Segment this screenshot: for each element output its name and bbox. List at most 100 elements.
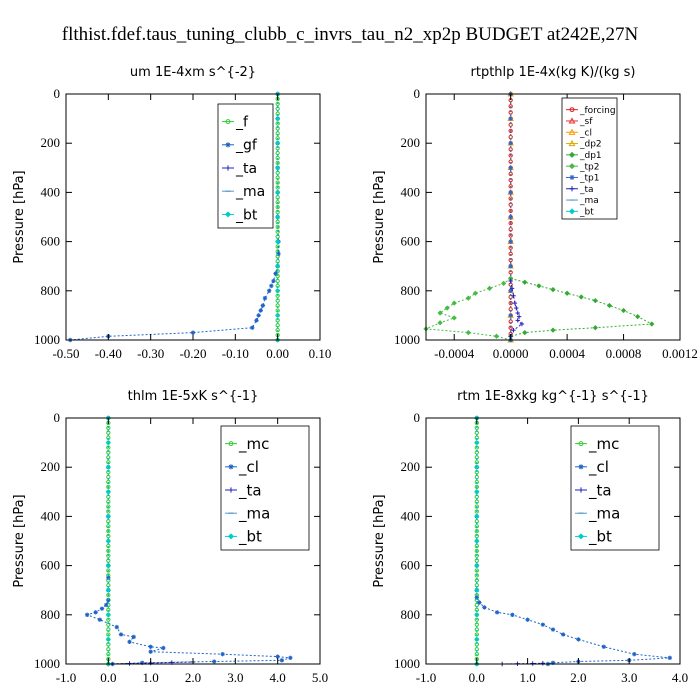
y-tick-label: 1000	[34, 332, 60, 347]
y-tick-label: 0	[414, 86, 421, 101]
data-point	[161, 645, 166, 651]
legend-label: _ma	[579, 196, 599, 206]
x-tick-label: 0.0004	[549, 346, 585, 361]
legend-swatch-marker	[569, 174, 575, 181]
data-point	[271, 278, 276, 284]
legend-label: _mc	[238, 435, 269, 454]
legend-swatch-marker	[568, 208, 576, 215]
panel-thlm: thlm 1E-5xK s^{-1} Pressure [hPa] -1.0 0.0 1…	[12, 389, 328, 685]
x-tick-label: 3.0	[227, 670, 243, 685]
data-point	[106, 632, 111, 637]
legend-label: _ta	[235, 161, 257, 177]
data-point	[515, 310, 520, 316]
y-tick-label: 800	[41, 283, 61, 298]
data-point	[106, 568, 111, 573]
legend-label: _cl	[579, 128, 592, 138]
data-point	[509, 286, 515, 291]
legend-label: _sf	[579, 117, 593, 127]
legend-item: _mc	[225, 435, 269, 454]
data-point	[482, 605, 487, 610]
legend-item: _bt	[222, 207, 258, 223]
data-point	[276, 251, 281, 257]
x-tick-label: 1.0	[143, 670, 159, 685]
legend-item: _forcing	[566, 106, 616, 116]
data-point	[508, 239, 513, 244]
legend-item: _cl	[225, 458, 259, 477]
legend-label: _gf	[235, 138, 258, 154]
plot-frame	[425, 93, 681, 341]
legend-label: _bt	[588, 528, 612, 547]
data-point	[601, 644, 606, 649]
data-point	[515, 318, 520, 323]
data-point	[106, 597, 111, 603]
data-point	[635, 314, 641, 320]
legend-box	[220, 425, 310, 551]
x-tick-label: 0.0	[100, 670, 116, 685]
data-point	[220, 651, 225, 657]
legend-swatch-marker	[228, 464, 234, 470]
legend-swatch-marker	[227, 533, 235, 540]
data-point	[474, 538, 480, 544]
data-point	[514, 305, 519, 311]
data-point	[508, 233, 513, 238]
legend-item: _bt	[225, 528, 262, 547]
data-point	[256, 313, 261, 318]
data-point	[275, 654, 280, 659]
panel-rtm: rtm 1E-8xkg kg^{-1} s^{-1} Pressure [hPa]…	[372, 389, 688, 685]
data-point	[250, 325, 255, 330]
data-point	[474, 529, 479, 534]
panel-rtpthlp: rtpthlp 1E-4x(kg K)/(kg s) Pressure [hPa]…	[372, 65, 698, 361]
data-point	[550, 660, 556, 665]
y-tick-label: 0	[54, 410, 61, 425]
data-point	[106, 548, 111, 553]
data-point	[148, 644, 153, 649]
legend-item: _gf	[222, 138, 258, 154]
legend-swatch-marker	[228, 487, 234, 493]
legend-swatch-marker	[578, 487, 584, 493]
data-point	[275, 185, 280, 190]
data-point	[275, 224, 280, 229]
data-point	[516, 314, 522, 319]
x-tick-label: 5.0	[312, 670, 328, 685]
data-point	[104, 602, 109, 608]
y-tick-label: 1000	[394, 332, 420, 347]
legend-swatch-marker	[578, 441, 584, 447]
data-point	[105, 587, 111, 593]
legend-item: _bt	[566, 208, 594, 218]
data-point	[84, 612, 90, 617]
legend-label: _bt	[235, 207, 258, 223]
data-point	[275, 140, 281, 146]
data-point	[474, 573, 479, 578]
data-point	[578, 294, 584, 300]
data-point	[474, 439, 480, 446]
y-axis-label: Pressure [hPa]	[12, 494, 27, 587]
series-bt	[275, 91, 281, 343]
x-tick-label: 0.0	[469, 670, 485, 685]
data-point	[474, 548, 479, 553]
y-tick-label: 200	[401, 459, 421, 474]
data-point	[118, 632, 124, 637]
data-point	[275, 312, 281, 319]
data-point	[522, 279, 528, 285]
data-point	[474, 445, 479, 450]
data-point	[99, 606, 105, 611]
data-point	[508, 208, 513, 214]
legend-swatch-marker	[568, 139, 576, 147]
data-point	[508, 190, 513, 195]
y-tick-label: 600	[401, 558, 421, 573]
legend-swatch-marker	[568, 163, 576, 170]
y-tick-label: 800	[401, 283, 421, 298]
y-tick-label: 1000	[394, 656, 420, 671]
y-tick-label: 600	[41, 234, 61, 249]
y-tick-label: 200	[41, 135, 61, 150]
series-line	[476, 418, 670, 665]
legend-swatch-marker	[225, 165, 231, 171]
data-point	[508, 264, 513, 269]
legend-label: _ta	[238, 481, 262, 500]
data-point	[508, 278, 513, 284]
x-tick-label: 2.0	[570, 670, 586, 685]
data-point	[93, 610, 98, 615]
legend-swatch-marker	[568, 151, 576, 158]
legend-label: _cl	[588, 458, 609, 477]
data-point	[564, 290, 570, 296]
